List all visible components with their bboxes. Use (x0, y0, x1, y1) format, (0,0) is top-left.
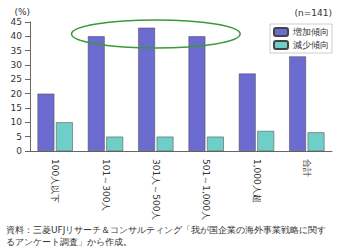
svg-text:るアンケート調査」から作成。: るアンケート調査」から作成。 (6, 237, 132, 247)
svg-text:5: 5 (16, 132, 22, 142)
svg-text:301人～500人: 301人～500人 (151, 159, 161, 220)
svg-text:35: 35 (11, 46, 22, 56)
svg-text:(%): (%) (14, 7, 30, 17)
svg-text:1,000人超: 1,000人超 (252, 159, 262, 203)
svg-text:100人以下: 100人以下 (50, 159, 60, 203)
svg-text:10: 10 (11, 117, 23, 127)
svg-text:合計: 合計 (302, 159, 312, 177)
svg-text:15: 15 (11, 103, 22, 113)
svg-text:0: 0 (16, 146, 22, 156)
svg-text:資料：三菱UFJリサーチ＆コンサルティング「我が国企業の海外: 資料：三菱UFJリサーチ＆コンサルティング「我が国企業の海外事業戦略に関す (6, 225, 326, 235)
svg-text:45: 45 (11, 17, 22, 27)
svg-text:30: 30 (11, 60, 23, 70)
svg-text:101～300人: 101～300人 (101, 159, 111, 211)
svg-text:40: 40 (11, 31, 23, 41)
svg-text:25: 25 (11, 74, 22, 84)
svg-text:減少傾向: 減少傾向 (293, 40, 329, 50)
svg-text:501～1,000人: 501～1,000人 (201, 159, 211, 220)
svg-text:増加傾向: 増加傾向 (292, 27, 329, 37)
svg-text:(n=141): (n=141) (295, 8, 332, 18)
svg-text:20: 20 (11, 89, 23, 99)
